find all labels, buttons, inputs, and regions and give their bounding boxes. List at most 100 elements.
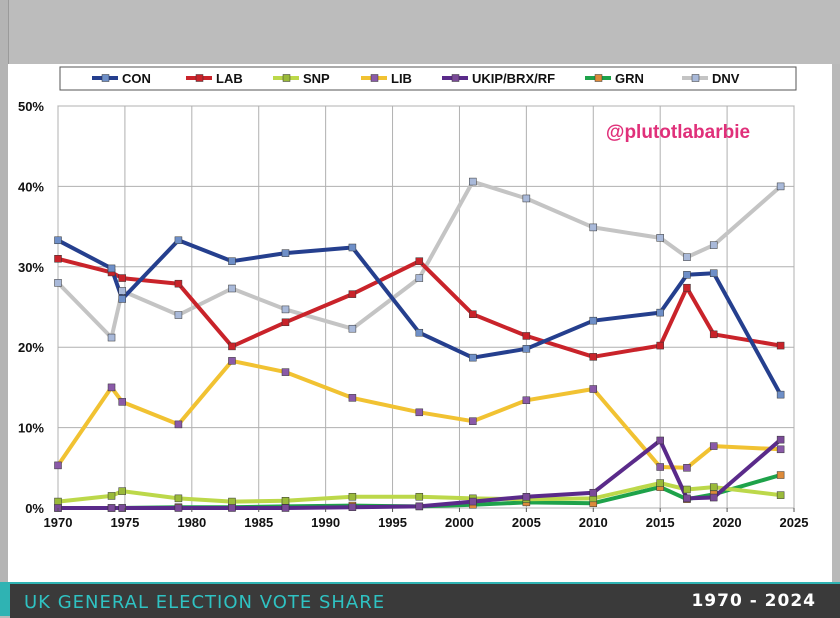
data-point (107, 333, 116, 342)
data-point (348, 290, 357, 298)
legend-marker (195, 74, 204, 82)
legend-marker (594, 74, 603, 82)
x-tick-label: 2020 (713, 515, 742, 530)
data-point (656, 436, 664, 445)
data-point (348, 503, 357, 511)
data-point (776, 435, 785, 444)
data-point (228, 284, 236, 293)
data-point (54, 461, 62, 470)
x-tick-label: 1990 (311, 515, 340, 530)
data-point (118, 295, 126, 303)
x-tick-label: 2000 (445, 515, 474, 530)
data-point (228, 497, 236, 506)
data-point (522, 345, 531, 353)
x-tick-label: 2010 (579, 515, 608, 530)
data-point (174, 236, 183, 245)
data-point (683, 271, 691, 279)
data-point (589, 385, 598, 393)
data-point (709, 483, 718, 491)
data-point (776, 390, 785, 399)
legend-marker (451, 74, 460, 82)
data-point (348, 394, 357, 402)
x-tick-label: 1985 (244, 515, 273, 530)
data-point (776, 445, 785, 454)
x-tick-label: 2025 (780, 515, 809, 530)
data-point (174, 494, 183, 503)
legend-label: UKIP/BRX/RF (472, 71, 555, 86)
legend: CON LAB SNP LIB UKIP/BRX/RF GRN DNV (92, 71, 740, 86)
data-point (589, 316, 598, 325)
data-point (683, 464, 691, 472)
data-point (683, 494, 691, 503)
data-point (522, 332, 531, 340)
data-point (281, 368, 290, 376)
legend-label: LIB (391, 71, 412, 86)
data-point (522, 396, 531, 405)
data-point (683, 283, 691, 292)
data-point (683, 485, 691, 494)
data-point (107, 492, 116, 500)
data-point (656, 463, 664, 471)
header-band (0, 0, 840, 64)
data-point (589, 353, 598, 361)
data-point (776, 491, 785, 499)
data-point (228, 257, 236, 265)
y-tick-label: 50% (18, 99, 44, 114)
x-tick-label: 1980 (177, 515, 206, 530)
legend-label: DNV (712, 71, 740, 86)
data-point (228, 357, 236, 365)
data-point (709, 269, 718, 277)
data-point (118, 274, 126, 282)
data-point (776, 471, 785, 479)
x-tick-label: 2005 (512, 515, 541, 530)
y-axis-ticks: 0% 10% 20% 30% 40% 50% (18, 99, 44, 516)
data-point (469, 353, 477, 362)
x-tick-label: 1975 (110, 515, 139, 530)
data-point (54, 279, 62, 287)
footer-title: UK GENERAL ELECTION VOTE SHARE (24, 592, 386, 613)
data-point (709, 330, 718, 339)
plot-area (57, 105, 795, 509)
data-point (174, 279, 183, 288)
data-point (709, 493, 718, 502)
data-point (348, 243, 357, 252)
y-tick-label: 40% (18, 179, 44, 194)
data-point (415, 328, 424, 337)
footer-inner (10, 582, 840, 618)
data-point (281, 504, 290, 512)
x-axis-ticks: 1970 1975 1980 1985 1990 1995 2000 2005 2010 2015… (44, 508, 809, 530)
data-point (415, 408, 424, 417)
data-point (415, 257, 424, 265)
legend-marker (282, 74, 291, 82)
y-tick-label: 20% (18, 340, 44, 355)
footer-bar (0, 582, 840, 618)
data-point (174, 420, 183, 429)
legend-box (59, 66, 797, 91)
data-point (522, 492, 531, 501)
data-point (656, 341, 664, 350)
legend-label: SNP (303, 71, 330, 86)
data-point (469, 497, 477, 506)
data-point (174, 311, 183, 319)
legend-label: CON (122, 71, 151, 86)
data-point (469, 417, 477, 425)
data-point (348, 324, 357, 333)
data-point (107, 383, 116, 392)
data-point (522, 194, 531, 203)
y-tick-label: 0% (25, 501, 44, 516)
data-point (415, 502, 424, 511)
data-point (415, 492, 424, 501)
data-point (118, 487, 126, 495)
data-point (469, 177, 477, 186)
watermark: @plutotlabarbie (606, 122, 750, 143)
data-point (228, 342, 236, 351)
data-point (118, 398, 126, 406)
data-point (174, 504, 183, 512)
data-point (415, 274, 424, 282)
data-point (54, 497, 62, 506)
y-tick-label: 30% (18, 260, 44, 275)
data-point (589, 488, 598, 497)
data-point (709, 241, 718, 249)
